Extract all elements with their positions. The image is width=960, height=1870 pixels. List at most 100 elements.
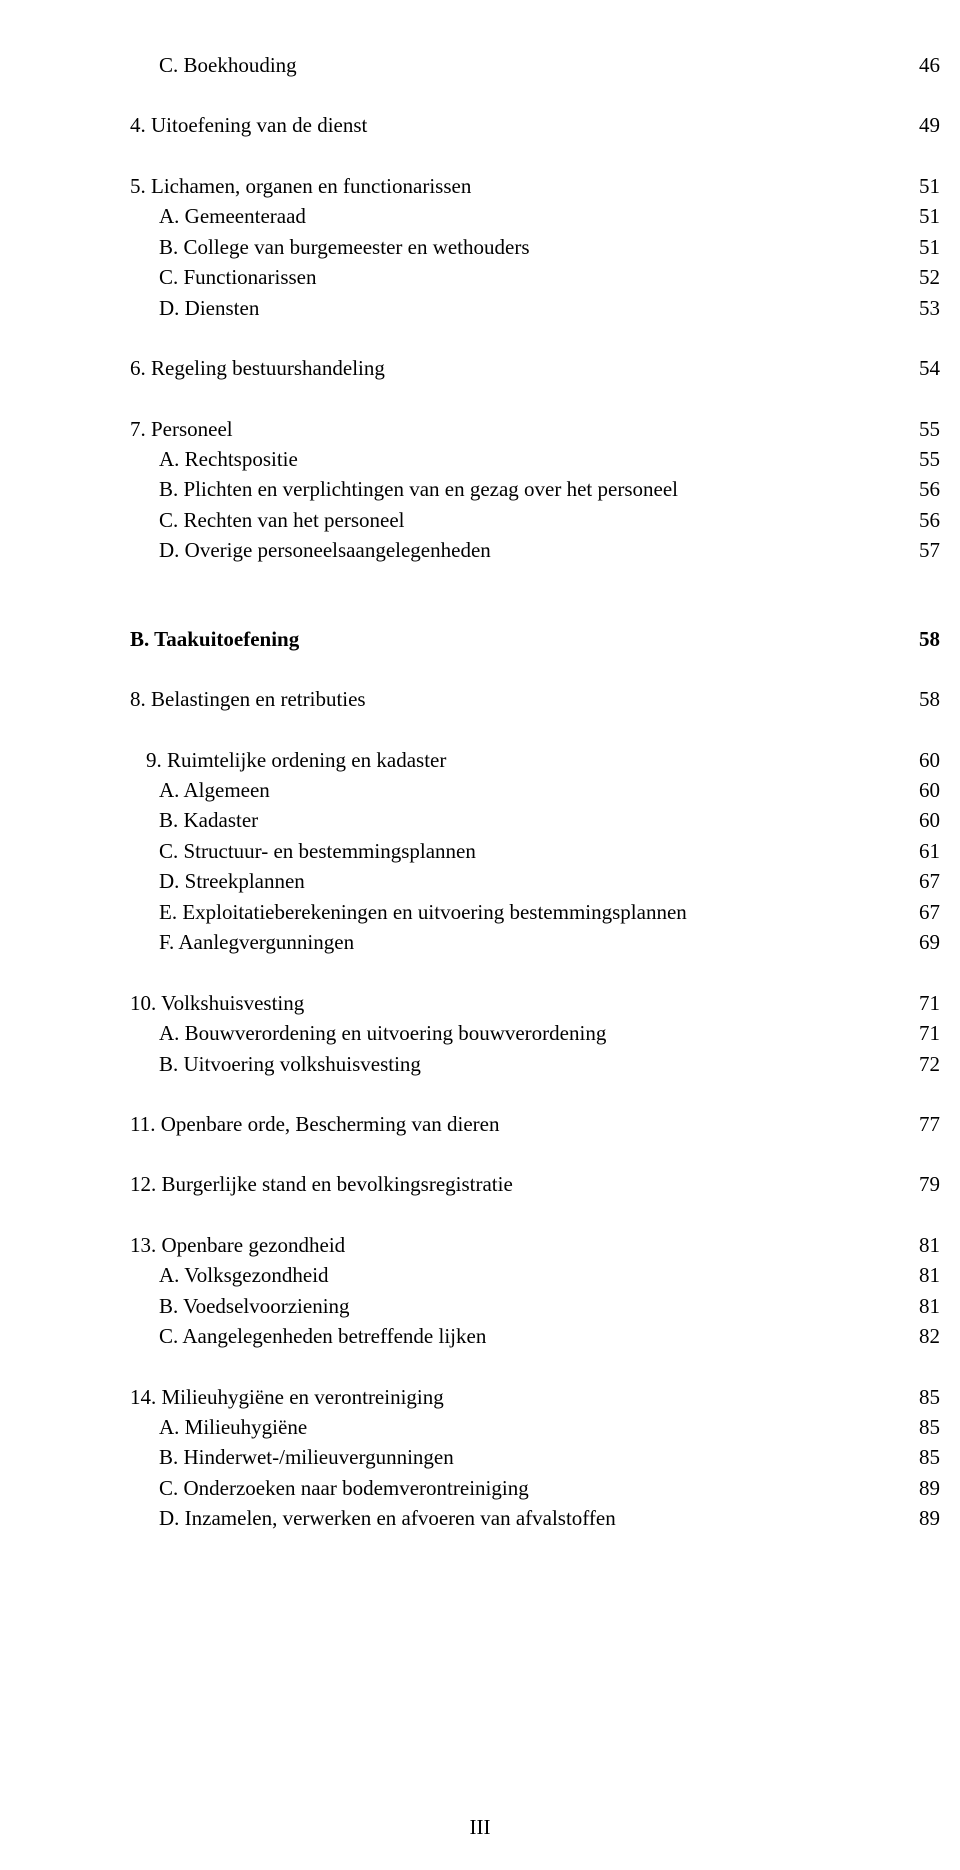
toc-row: 6. Regeling bestuurshandeling54	[130, 353, 940, 383]
toc-label: C. Boekhouding	[159, 50, 907, 80]
toc-row: D. Streekplannen67	[130, 866, 940, 896]
spacer	[130, 323, 940, 353]
toc-row: B. Kadaster60	[130, 805, 940, 835]
toc-row: 12. Burgerlijke stand en bevolkingsregis…	[130, 1169, 940, 1199]
toc-row: A. Algemeen60	[130, 775, 940, 805]
toc-page-number: 57	[907, 535, 940, 565]
toc-label: B. Uitvoering volkshuisvesting	[159, 1049, 907, 1079]
spacer	[130, 384, 940, 414]
toc-page-number: 72	[907, 1049, 940, 1079]
toc-page-number: 54	[907, 353, 940, 383]
toc-label: 4. Uitoefening van de dienst	[130, 110, 907, 140]
toc-page-number: 85	[907, 1442, 940, 1472]
toc-page-number: 49	[907, 110, 940, 140]
toc-row: C. Rechten van het personeel56	[130, 505, 940, 535]
toc-page-number: 89	[907, 1503, 940, 1533]
toc-page-number: 69	[907, 927, 940, 957]
toc-row: C. Functionarissen52	[130, 262, 940, 292]
toc-row: B. College van burgemeester en wethouder…	[130, 232, 940, 262]
toc-row: 8. Belastingen en retributies58	[130, 684, 940, 714]
toc-page-number: 67	[907, 866, 940, 896]
toc-page-number: 81	[907, 1230, 940, 1260]
toc-row: 13. Openbare gezondheid81	[130, 1230, 940, 1260]
toc-page-number: 51	[907, 232, 940, 262]
toc-row: A. Volksgezondheid81	[130, 1260, 940, 1290]
toc-page-number: 46	[907, 50, 940, 80]
toc-page-number: 51	[907, 171, 940, 201]
toc-row: B. Plichten en verplichtingen van en gez…	[130, 474, 940, 504]
toc-label: C. Rechten van het personeel	[159, 505, 907, 535]
toc-page-number: 56	[907, 505, 940, 535]
toc-page-number: 58	[907, 684, 940, 714]
toc-label: 9. Ruimtelijke ordening en kadaster	[146, 745, 907, 775]
toc-page-number: 82	[907, 1321, 940, 1351]
spacer	[130, 1079, 940, 1109]
toc-page-number: 58	[907, 624, 940, 654]
toc-label: 5. Lichamen, organen en functionarissen	[130, 171, 907, 201]
toc-label: C. Structuur- en bestemmingsplannen	[159, 836, 907, 866]
toc-page-number: 61	[907, 836, 940, 866]
toc-label: D. Streekplannen	[159, 866, 907, 896]
page-footer: III	[0, 1815, 960, 1840]
toc-row: 14. Milieuhygiëne en verontreiniging85	[130, 1382, 940, 1412]
spacer	[130, 1352, 940, 1382]
toc-page-number: 51	[907, 201, 940, 231]
toc-label: B. Voedselvoorziening	[159, 1291, 907, 1321]
toc-row: F. Aanlegvergunningen69	[130, 927, 940, 957]
document-page: C. Boekhouding464. Uitoefening van de di…	[0, 0, 960, 1870]
toc-label: 13. Openbare gezondheid	[130, 1230, 907, 1260]
toc-label: D. Overige personeelsaangelegenheden	[159, 535, 907, 565]
toc-row: B. Uitvoering volkshuisvesting72	[130, 1049, 940, 1079]
spacer	[130, 654, 940, 684]
toc-page-number: 79	[907, 1169, 940, 1199]
spacer	[130, 1200, 940, 1230]
toc-row: B. Hinderwet-/milieuvergunningen85	[130, 1442, 940, 1472]
toc-row: 5. Lichamen, organen en functionarissen5…	[130, 171, 940, 201]
toc-label: A. Rechtspositie	[159, 444, 907, 474]
toc-row: A. Bouwverordening en uitvoering bouwver…	[130, 1018, 940, 1048]
toc-page-number: 85	[907, 1382, 940, 1412]
toc-page-number: 89	[907, 1473, 940, 1503]
toc-label: A. Algemeen	[159, 775, 907, 805]
spacer	[130, 80, 940, 110]
toc-label: 14. Milieuhygiëne en verontreiniging	[130, 1382, 907, 1412]
toc-row: C. Aangelegenheden betreffende lijken82	[130, 1321, 940, 1351]
toc-label: 12. Burgerlijke stand en bevolkingsregis…	[130, 1169, 907, 1199]
spacer	[130, 1139, 940, 1169]
toc-label: 11. Openbare orde, Bescherming van diere…	[130, 1109, 907, 1139]
toc-label: A. Gemeenteraad	[159, 201, 907, 231]
toc-page-number: 60	[907, 805, 940, 835]
toc-page-number: 67	[907, 897, 940, 927]
toc-label: F. Aanlegvergunningen	[159, 927, 907, 957]
toc-row: D. Overige personeelsaangelegenheden57	[130, 535, 940, 565]
toc-page-number: 52	[907, 262, 940, 292]
toc-label: 7. Personeel	[130, 414, 907, 444]
toc-label: B. Plichten en verplichtingen van en gez…	[159, 474, 907, 504]
toc-page-number: 71	[907, 988, 940, 1018]
toc-row: 9. Ruimtelijke ordening en kadaster60	[130, 745, 940, 775]
toc-page-number: 53	[907, 293, 940, 323]
toc-row: E. Exploitatieberekeningen en uitvoering…	[130, 897, 940, 927]
toc-label: B. Hinderwet-/milieuvergunningen	[159, 1442, 907, 1472]
toc-label: C. Functionarissen	[159, 262, 907, 292]
toc-page-number: 71	[907, 1018, 940, 1048]
toc-row: C. Structuur- en bestemmingsplannen61	[130, 836, 940, 866]
toc-label: B. Taakuitoefening	[130, 624, 907, 654]
toc-label: A. Milieuhygiëne	[159, 1412, 907, 1442]
toc-label: D. Diensten	[159, 293, 907, 323]
toc-label: 6. Regeling bestuurshandeling	[130, 353, 907, 383]
spacer	[130, 141, 940, 171]
toc-row: C. Onderzoeken naar bodemverontreiniging…	[130, 1473, 940, 1503]
toc-page-number: 56	[907, 474, 940, 504]
toc-row: 11. Openbare orde, Bescherming van diere…	[130, 1109, 940, 1139]
toc-page-number: 85	[907, 1412, 940, 1442]
toc-row: D. Diensten53	[130, 293, 940, 323]
toc-row: 10. Volkshuisvesting71	[130, 988, 940, 1018]
toc-label: C. Onderzoeken naar bodemverontreiniging	[159, 1473, 907, 1503]
toc-label: E. Exploitatieberekeningen en uitvoering…	[159, 897, 907, 927]
toc-page-number: 60	[907, 745, 940, 775]
toc-label: C. Aangelegenheden betreffende lijken	[159, 1321, 907, 1351]
toc-page-number: 81	[907, 1260, 940, 1290]
toc-row: A. Rechtspositie55	[130, 444, 940, 474]
spacer	[130, 715, 940, 745]
